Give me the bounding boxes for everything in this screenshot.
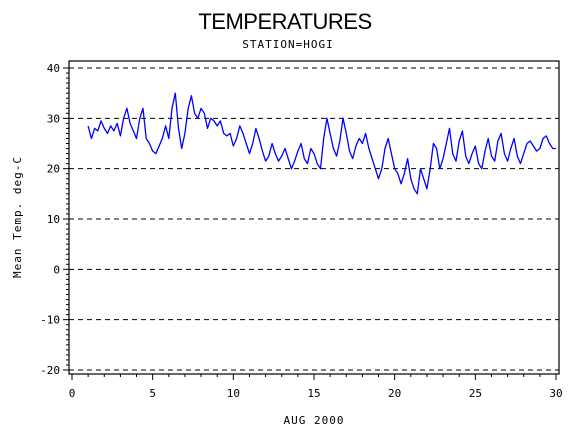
y-axis-label: Mean Temp. deg-C <box>11 156 24 278</box>
x-tick-label: 10 <box>227 387 240 400</box>
x-tick-label: 15 <box>307 387 320 400</box>
y-axis-ticks: -20 -10 0 10 20 30 40 <box>40 62 69 377</box>
series-layer <box>87 92 556 195</box>
chart-subtitle: STATION=HOGI <box>242 38 333 51</box>
x-tick-label: 25 <box>469 387 482 400</box>
x-tick-label: 20 <box>388 387 401 400</box>
y-tick-label: 20 <box>47 163 60 176</box>
series-line <box>87 92 556 195</box>
x-tick-label: 5 <box>149 387 156 400</box>
x-axis-ticks: 0 5 10 15 20 25 30 <box>69 374 563 400</box>
y-tick-label: 0 <box>53 263 60 276</box>
gridlines <box>69 67 559 371</box>
x-tick-label: 30 <box>549 387 562 400</box>
y-tick-label: 10 <box>47 213 60 226</box>
y-tick-label: 40 <box>47 62 60 75</box>
x-axis-label: AUG 2000 <box>284 414 345 427</box>
chart-title: TEMPERATURES <box>198 9 371 34</box>
y-tick-label: -10 <box>40 314 60 327</box>
y-tick-label: 30 <box>47 112 60 125</box>
y-tick-label: -20 <box>40 364 60 377</box>
x-tick-label: 0 <box>69 387 76 400</box>
